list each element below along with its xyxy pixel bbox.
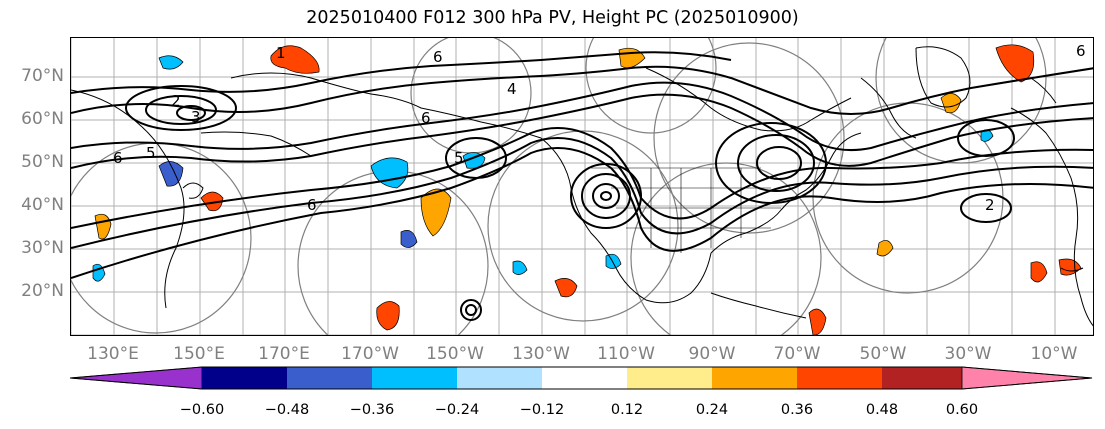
lat-label-30n: 30°N [21, 238, 64, 258]
pv-blob-midpac-blue [512, 260, 528, 275]
pv-blob-atlantic-orange-2 [1030, 261, 1048, 283]
colorbar-segment [627, 367, 712, 389]
colorbar-segment [542, 367, 627, 389]
pv-blob-greenland-red [995, 44, 1035, 83]
pv-blob-atlantic-orange [940, 93, 962, 114]
colorbar-tick-label: 0.48 [865, 402, 899, 418]
contour-label: 4 [507, 80, 517, 98]
lon-label-90w: 90°W [688, 344, 736, 364]
pv-blob-mexico-orange [808, 308, 827, 335]
pv-blob-canada-orange [618, 47, 646, 69]
colorbar-tick-label: 0.36 [780, 402, 814, 418]
colorbar-tick-label: −0.60 [179, 402, 225, 418]
colorbar-tick-label: −0.36 [349, 402, 395, 418]
colorbar-segment [712, 367, 797, 389]
lon-label-170e: 170°E [258, 344, 310, 364]
lon-label-150w: 150°W [426, 344, 484, 364]
lon-label-30w: 30°W [944, 344, 992, 364]
contour-label: 6 [433, 48, 443, 66]
colorbar-tick-label: 0.12 [610, 402, 644, 418]
lat-label-20n: 20°N [21, 281, 64, 301]
colorbar [70, 366, 1093, 390]
colorbar-tick-label: 0.60 [945, 402, 979, 418]
pv-blob-asia-orange [94, 213, 112, 240]
contour-label: 1 [276, 44, 286, 62]
lon-label-50w: 50°W [859, 344, 907, 364]
map-title: 2025010400 F012 300 hPa PV, Height PC (2… [306, 8, 799, 28]
lon-label-130e: 130°E [87, 344, 139, 364]
colorbar-segment [287, 367, 372, 389]
contour-label: 2 [171, 92, 181, 110]
colorbar-tick-label: −0.12 [519, 402, 565, 418]
pv-blob-pacific-blue [370, 157, 409, 189]
pv-blob-pacific-blue-2 [462, 152, 486, 169]
contour-label: 6 [421, 109, 431, 127]
colorbar-segment [882, 367, 962, 389]
pv-blob-aleutian-blue [158, 55, 184, 70]
pv-anomaly-fills [92, 44, 1082, 335]
contour-label: 6 [1076, 42, 1086, 60]
colorbar-outline [70, 366, 1093, 390]
colorbar-segment [797, 367, 882, 389]
pv-blob-hawaii-blue [400, 230, 418, 248]
colorbar-segment [202, 367, 287, 389]
contour-label: 5 [146, 144, 156, 162]
coastlines [71, 46, 1093, 327]
lon-label-110w: 110°W [597, 344, 655, 364]
pv-blob-pacific-orange-2 [420, 188, 452, 237]
height-contours [71, 51, 1093, 321]
colorbar-extend-high [961, 366, 1093, 390]
lon-label-70w: 70°W [773, 344, 821, 364]
lat-label-40n: 40°N [21, 195, 64, 215]
pv-blob-mexico-blue [605, 253, 622, 269]
lat-label-60n: 60°N [21, 109, 64, 129]
lat-label-70n: 70°N [21, 66, 64, 86]
colorbar-segment [372, 367, 457, 389]
contour-label: 6 [307, 196, 317, 214]
colorbar-tick-label: −0.48 [264, 402, 310, 418]
lon-label-170w: 170°W [341, 344, 399, 364]
colorbar-segment [457, 367, 542, 389]
lon-label-150e: 150°E [173, 344, 225, 364]
pv-blob-pacific-orange [200, 191, 224, 212]
lon-label-10w: 10°W [1030, 344, 1078, 364]
map-canvas: 1 2 3 4 5 6 6 6 6 5 2 6 [71, 38, 1093, 335]
contour-label: 2 [985, 196, 995, 214]
pv-blob-carib-orange [876, 240, 894, 257]
pv-blob-hawaii-red [376, 301, 400, 331]
contour-label: 3 [191, 108, 201, 126]
range-circles [71, 38, 1047, 335]
contour-labels: 1 2 3 4 5 6 6 6 6 5 2 6 [113, 42, 1086, 214]
contour-label: 6 [113, 149, 123, 167]
contour-label: 5 [454, 149, 464, 167]
lat-lon-grid [71, 38, 1093, 335]
pv-blob-socal-red [554, 278, 578, 298]
lon-label-130w: 130°W [512, 344, 570, 364]
colorbar-extend-low [70, 366, 203, 390]
map-panel: 1 2 3 4 5 6 6 6 6 5 2 6 [70, 37, 1094, 336]
colorbar-tick-label: 0.24 [695, 402, 729, 418]
colorbar-tick-label: −0.24 [434, 402, 480, 418]
lat-label-50n: 50°N [21, 152, 64, 172]
pv-blob-africa-orange [1058, 258, 1082, 276]
pv-blob-japan-blue [158, 161, 184, 187]
pv-blob-alaska-red [270, 45, 320, 74]
